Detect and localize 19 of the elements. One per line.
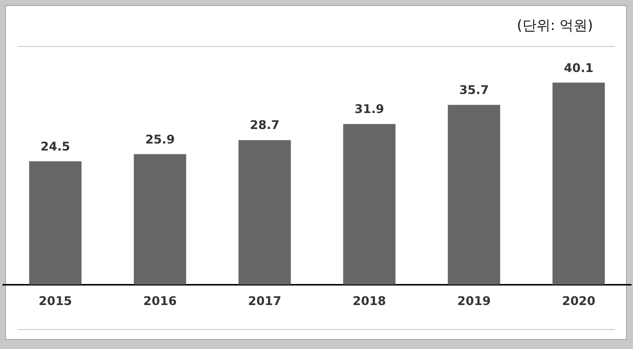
bar xyxy=(448,104,500,285)
bar xyxy=(238,140,291,285)
x-tick-label: 2015 xyxy=(38,294,72,308)
x-tick-label: 2017 xyxy=(248,294,282,308)
x-tick-label: 2016 xyxy=(143,294,177,308)
x-tick-label: 2018 xyxy=(352,294,386,308)
x-tick-label: 2020 xyxy=(562,294,596,308)
data-label: 31.9 xyxy=(354,102,384,116)
data-label: 25.9 xyxy=(145,132,175,146)
data-label: 40.1 xyxy=(564,60,594,75)
bar xyxy=(134,154,186,285)
bar xyxy=(343,124,396,285)
data-label: 35.7 xyxy=(459,82,489,97)
text: (단위: 억원) xyxy=(516,17,593,35)
bar xyxy=(29,161,82,285)
x-tick-label: 2019 xyxy=(457,294,491,308)
data-label: 28.7 xyxy=(250,118,280,132)
data-label: 24.5 xyxy=(40,139,70,154)
bar xyxy=(552,82,605,285)
